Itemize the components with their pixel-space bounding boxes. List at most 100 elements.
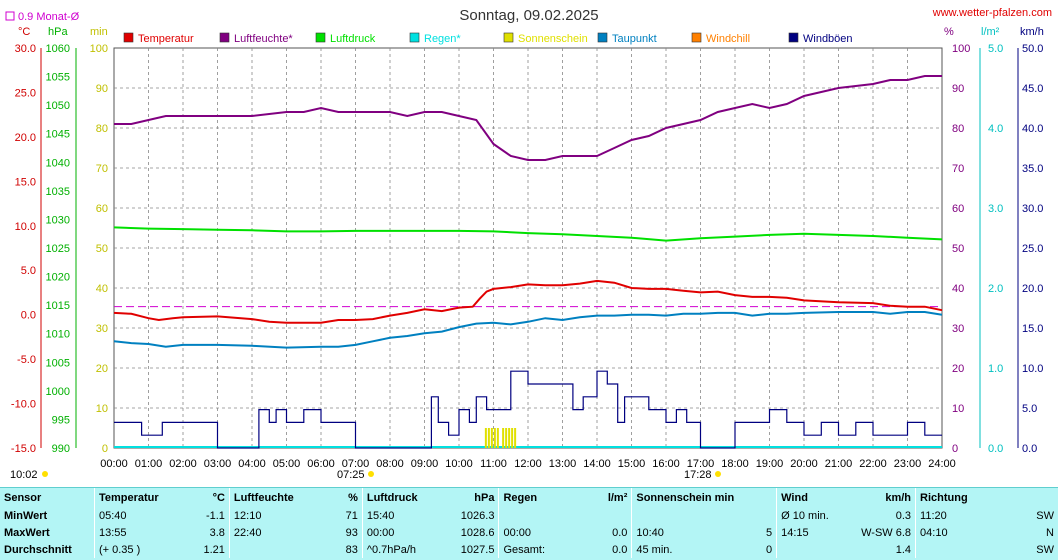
stats-cell: ^0.7hPa/h bbox=[361, 541, 457, 558]
stats-value: 1.4 bbox=[895, 543, 912, 556]
stats-header: Sensor bbox=[4, 491, 42, 504]
stats-value: 0.3 bbox=[895, 509, 912, 522]
wind-unit: km/h bbox=[1020, 26, 1044, 38]
sunshine-tick-label: 70 bbox=[96, 163, 108, 175]
humidity-tick-label: 0 bbox=[952, 443, 958, 455]
humidity-tick-label: 10 bbox=[952, 403, 964, 415]
wind-tick-label: 40.0 bbox=[1022, 123, 1043, 135]
rain-tick-label: 0.0 bbox=[988, 443, 1003, 455]
rain-tick-label: 4.0 bbox=[988, 123, 1003, 135]
stats-value: 1.21 bbox=[203, 543, 225, 556]
time-tick-label: 18:00 bbox=[721, 458, 749, 470]
time-tick-label: 08:00 bbox=[376, 458, 404, 470]
sunshine-bar bbox=[490, 428, 493, 448]
time-tick-label: 23:00 bbox=[894, 458, 922, 470]
legend-swatch bbox=[123, 32, 134, 43]
legend-label: Windböen bbox=[803, 33, 853, 45]
time-tick-label: 22:00 bbox=[859, 458, 887, 470]
stats-value: 0 bbox=[766, 543, 773, 556]
time-tick-label: 14:00 bbox=[583, 458, 611, 470]
pressure-tick-label: 1060 bbox=[46, 43, 70, 55]
sunshine-tick-label: 20 bbox=[96, 363, 108, 375]
temp-tick-label: -10.0 bbox=[11, 399, 36, 411]
humidity-tick-label: 70 bbox=[952, 163, 964, 175]
chart-legend: Temperatur Luftfeuchte* Luftdruck Regen* Son… bbox=[123, 32, 853, 45]
stats-cell: 15:40 bbox=[361, 507, 457, 524]
pressure-tick-label: 995 bbox=[52, 414, 70, 426]
stats-value: W-SW 6.8 bbox=[861, 526, 912, 539]
gust-line bbox=[114, 370, 942, 449]
stats-cell: 22:40 bbox=[228, 524, 318, 541]
stats-cell: Gesamt: bbox=[498, 541, 584, 558]
legend-swatch bbox=[597, 32, 608, 43]
rain-tick-label: 5.0 bbox=[988, 43, 1003, 55]
stats-header-unit bbox=[1020, 488, 1058, 507]
stats-value: 93 bbox=[345, 526, 358, 539]
stats-header-unit: km/h bbox=[885, 491, 912, 504]
site-link[interactable]: www.wetter-pfalzen.com bbox=[932, 7, 1052, 19]
stats-value: N bbox=[1046, 526, 1054, 539]
stats-header: Wind bbox=[776, 488, 858, 507]
time-tick-label: 10:00 bbox=[445, 458, 473, 470]
stats-value: 83 bbox=[345, 543, 358, 556]
legend-label: Luftfeuchte* bbox=[234, 33, 293, 45]
statistics-panel: Sensor Temperatur °C Luftfeuchte% Luftdruck h… bbox=[0, 487, 1058, 560]
time-tick-label: 19:00 bbox=[756, 458, 784, 470]
legend-label: Regen* bbox=[424, 33, 461, 45]
humidity-tick-label: 60 bbox=[952, 203, 964, 215]
humidity-line bbox=[114, 75, 942, 161]
pressure-tick-label: 1000 bbox=[46, 386, 70, 398]
sunshine-tick-label: 80 bbox=[96, 123, 108, 135]
time-tick-label: 09:00 bbox=[411, 458, 439, 470]
pressure-tick-label: 1035 bbox=[46, 186, 70, 198]
stats-cell: 04:10 bbox=[915, 524, 1020, 541]
stats-cell: 11:20 bbox=[915, 507, 1020, 524]
moon-time-label: 10:02 bbox=[10, 469, 38, 481]
time-tick-label: 00:00 bbox=[100, 458, 128, 470]
rain-unit: l/m² bbox=[981, 26, 1000, 38]
stats-value bbox=[583, 507, 631, 524]
pressure-tick-label: 990 bbox=[52, 443, 70, 455]
sunshine-bar bbox=[508, 428, 511, 448]
pressure-tick-label: 1030 bbox=[46, 214, 70, 226]
time-tick-label: 12:00 bbox=[514, 458, 542, 470]
legend-swatch bbox=[315, 32, 326, 43]
sunshine-bar bbox=[511, 428, 514, 448]
wind-tick-label: 15.0 bbox=[1022, 323, 1043, 335]
rain-tick-label: 1.0 bbox=[988, 363, 1003, 375]
sunshine-bar bbox=[496, 428, 499, 448]
stats-header-unit: hPa bbox=[474, 491, 495, 504]
temp-tick-label: 10.0 bbox=[15, 221, 36, 233]
legend-swatch bbox=[788, 32, 799, 43]
temp-tick-label: 25.0 bbox=[15, 87, 36, 99]
stats-header-unit bbox=[738, 488, 776, 507]
time-tick-label: 04:00 bbox=[238, 458, 266, 470]
time-tick-label: 16:00 bbox=[652, 458, 680, 470]
sunshine-tick-label: 100 bbox=[90, 43, 108, 55]
month-avg-label: 0.9 Monat-Ø bbox=[18, 11, 80, 23]
stats-value: 3.8 bbox=[209, 526, 225, 539]
stats-row-label: MinWert bbox=[4, 509, 48, 522]
pressure-unit: hPa bbox=[48, 26, 68, 38]
weather-chart: 30.0 25.0 20.0 15.0 10.0 5.0 0.0 -5.0 -10.0 -15.0… bbox=[5, 7, 1052, 481]
stats-cell bbox=[631, 507, 739, 524]
legend-swatch bbox=[691, 32, 702, 43]
pressure-tick-label: 1025 bbox=[46, 243, 70, 255]
time-tick-label: 03:00 bbox=[204, 458, 232, 470]
sunshine-bar bbox=[487, 428, 490, 448]
stats-header: Regen bbox=[498, 488, 584, 507]
stats-cell bbox=[228, 541, 318, 558]
wind-tick-label: 30.0 bbox=[1022, 203, 1043, 215]
sunset-label: 17:28 bbox=[684, 469, 712, 481]
sunshine-tick-label: 10 bbox=[96, 403, 108, 415]
legend-label: Windchill bbox=[706, 33, 750, 45]
time-tick-label: 17:00 bbox=[687, 458, 715, 470]
temp-tick-label: -15.0 bbox=[11, 443, 36, 455]
stats-header: Luftfeuchte bbox=[228, 488, 318, 507]
temp-tick-label: -5.0 bbox=[17, 354, 36, 366]
sunshine-tick-label: 90 bbox=[96, 83, 108, 95]
stats-header-unit: % bbox=[348, 491, 358, 504]
humidity-tick-label: 80 bbox=[952, 123, 964, 135]
stats-cell: 13:55 bbox=[93, 524, 191, 541]
legend-label: Sonnenschein bbox=[518, 33, 588, 45]
